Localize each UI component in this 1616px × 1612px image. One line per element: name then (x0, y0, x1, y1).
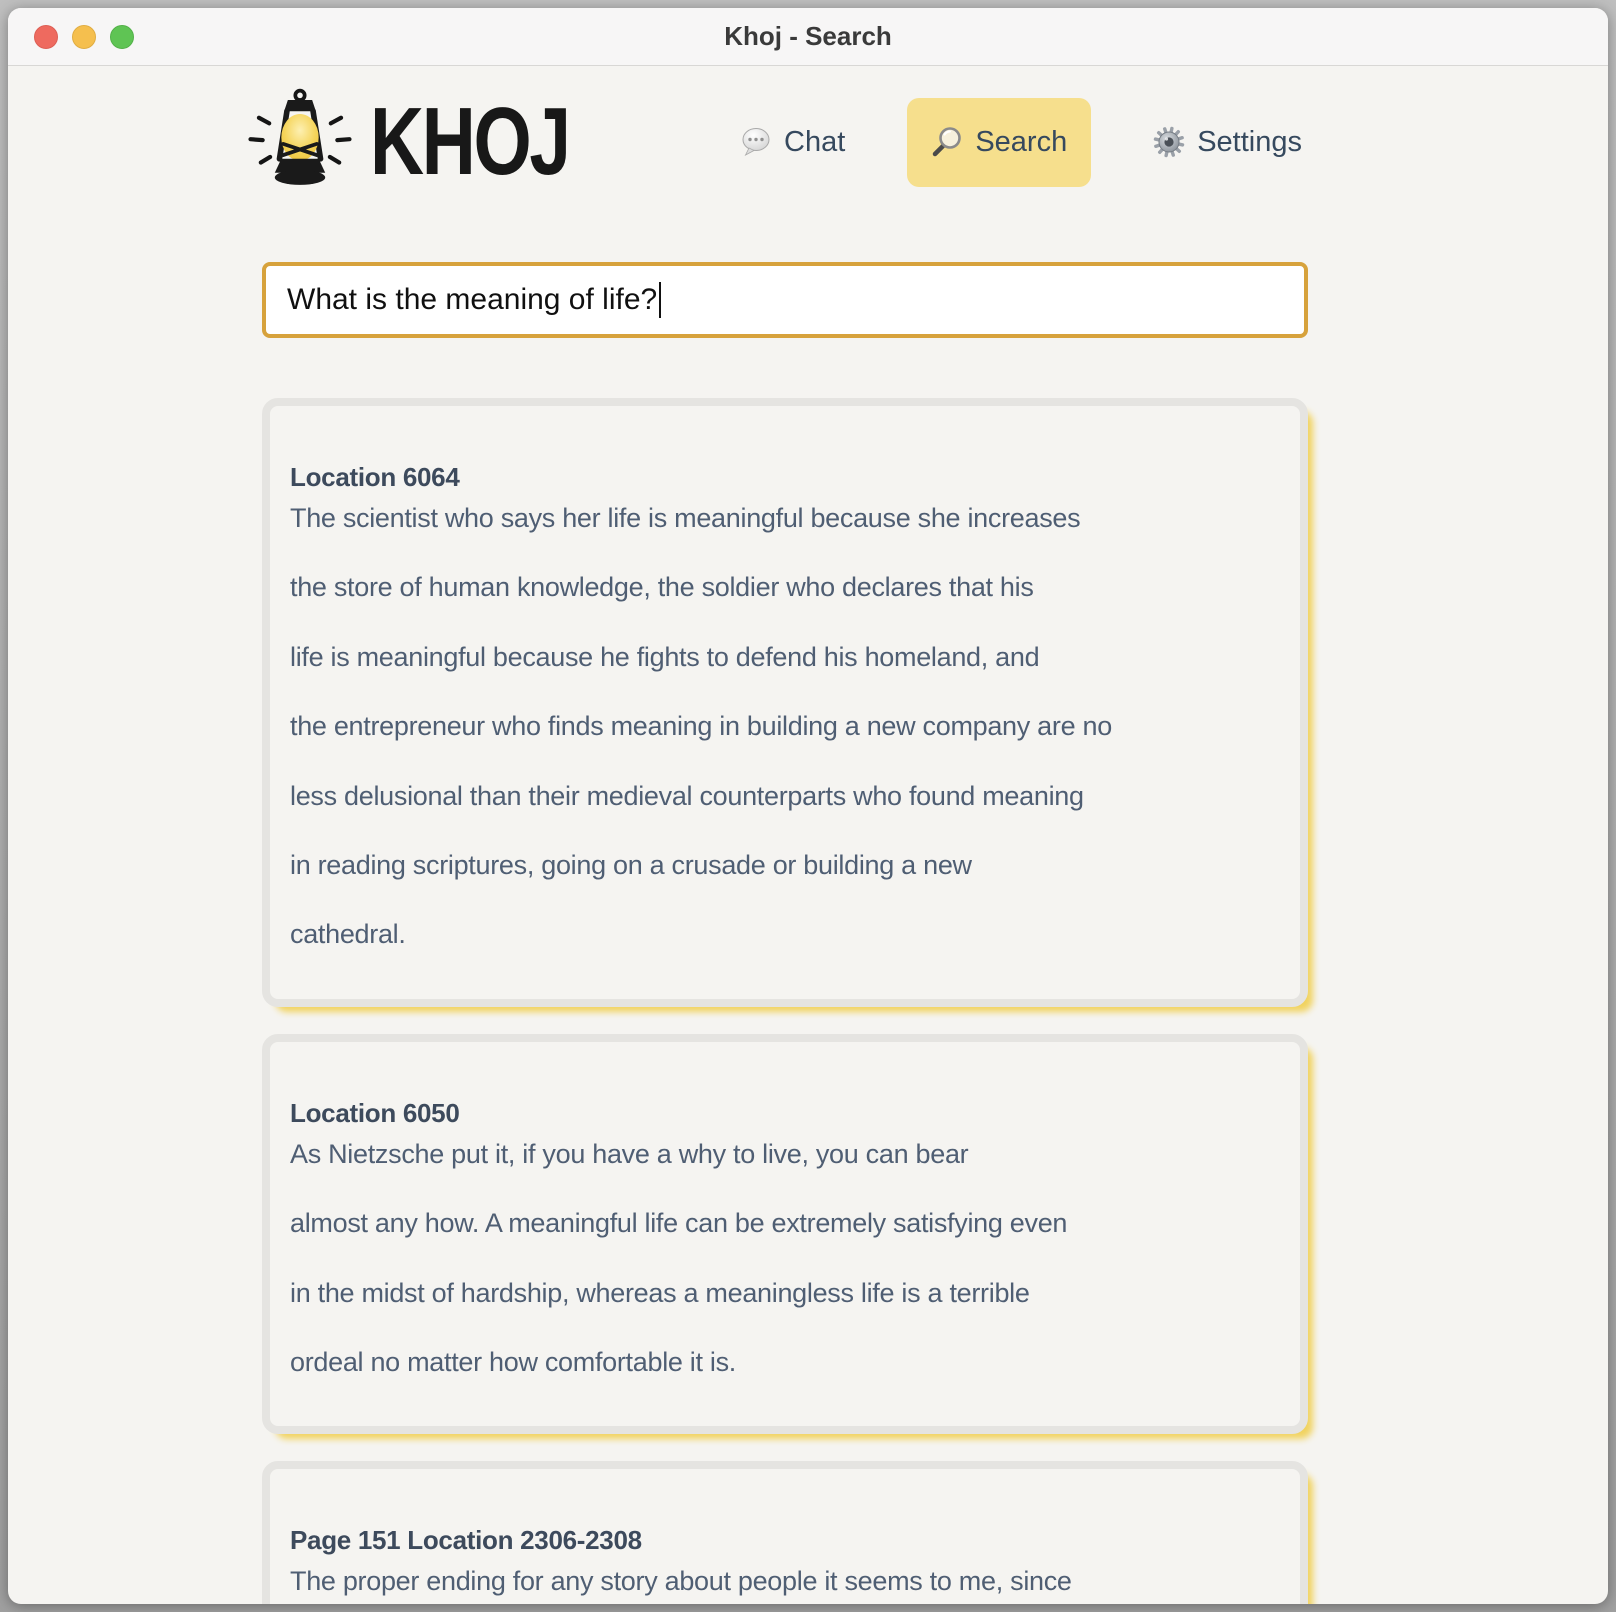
app-content: KHOJ (8, 66, 1608, 1604)
result-location-heading: Location 6064 (290, 462, 460, 492)
result-text: As Nietzsche put it, if you have a why t… (290, 1138, 1274, 1379)
traffic-lights (34, 8, 134, 65)
lantern-icon (248, 88, 352, 185)
khoj-logo: KHOJ (240, 86, 625, 198)
magnifier-icon (931, 126, 963, 158)
result-text-line: The scientist who says her life is meani… (290, 503, 1081, 533)
search-input[interactable]: What is the meaning of life? (262, 262, 1308, 338)
nav-settings[interactable]: Settings (1129, 98, 1326, 187)
main-nav: Chat Search (716, 97, 1326, 187)
nav-search[interactable]: Search (907, 97, 1092, 187)
result-text: The scientist who says her life is meani… (290, 502, 1274, 951)
gear-icon (1153, 126, 1185, 158)
main-column: What is the meaning of life? Location 60… (262, 262, 1308, 1604)
search-result-card[interactable]: Page 151 Location 2306-2308 The proper e… (262, 1461, 1308, 1604)
result-text-line: the entrepreneur who finds meaning in bu… (290, 711, 1112, 742)
result-text-line: less delusional than their medieval coun… (290, 780, 1084, 811)
result-text-line: As Nietzsche put it, if you have a why t… (290, 1138, 969, 1169)
result-text-line: life is meaningful because he fights to … (290, 641, 1040, 672)
chat-bubble-icon (740, 126, 772, 158)
result-text-line: cathedral. (290, 919, 406, 950)
nav-chat-label: Chat (784, 125, 846, 158)
result-text-line: in reading scriptures, going on a crusad… (290, 849, 972, 880)
nav-search-label: Search (975, 125, 1068, 158)
minimize-window-button[interactable] (72, 24, 96, 49)
window-title: Khoj - Search (724, 21, 892, 51)
brand-name: KHOJ (370, 88, 571, 195)
result-text-line: almost any how. A meaningful life can be… (290, 1208, 1068, 1239)
app-window: Khoj - Search (8, 8, 1608, 1604)
result-text-line: The proper ending for any story about pe… (290, 1566, 1072, 1597)
search-result-card[interactable]: Location 6050 As Nietzsche put it, if yo… (262, 1033, 1308, 1435)
zoom-window-button[interactable] (110, 24, 134, 49)
result-text-line: in the midst of hardship, whereas a mean… (290, 1277, 1030, 1308)
nav-chat[interactable]: Chat (716, 98, 869, 187)
result-location-heading: Location 6050 (290, 1097, 460, 1128)
titlebar: Khoj - Search (8, 8, 1608, 66)
nav-settings-label: Settings (1197, 125, 1302, 158)
search-query-text: What is the meaning of life? (287, 283, 658, 316)
text-caret (659, 282, 662, 318)
app-header: KHOJ (240, 86, 1326, 198)
close-window-button[interactable] (34, 24, 58, 49)
result-text: The proper ending for any story about pe… (290, 1565, 1274, 1597)
result-location-heading: Page 151 Location 2306-2308 (290, 1525, 642, 1556)
result-text-line: ordeal no matter how comfortable it is. (290, 1346, 737, 1377)
search-results-list: Location 6064 The scientist who says her… (262, 398, 1308, 1604)
search-result-card[interactable]: Location 6064 The scientist who says her… (262, 398, 1308, 1007)
result-text-line: the store of human knowledge, the soldie… (290, 572, 1034, 603)
